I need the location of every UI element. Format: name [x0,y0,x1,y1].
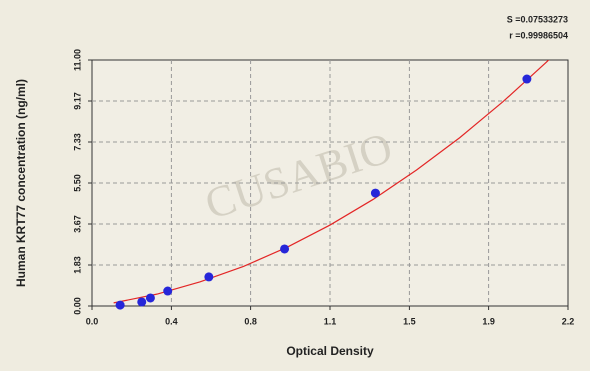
y-axis-title: Human KRT77 concentration (ng/ml) [14,79,28,287]
stat-r: r =0.99986504 [509,30,568,40]
y-tick-label: 1.83 [72,256,82,274]
data-point [163,286,173,296]
x-tick-label: 0.4 [165,316,178,326]
plot-clip [113,60,550,304]
data-point [137,297,147,307]
x-tick-label: 0.0 [86,316,99,326]
data-point [280,244,290,254]
x-axis-title: Optical Density [286,344,374,358]
y-tick-label: 0.00 [72,297,82,315]
data-point [145,293,155,303]
data-point [204,272,214,282]
y-tick-label: 11.00 [72,49,82,71]
x-tick-label: 1.5 [403,316,416,326]
y-tick-label: 3.67 [72,215,82,233]
data-point [115,300,125,310]
x-tick-label: 0.8 [244,316,257,326]
x-tick-label: 1.1 [324,316,337,326]
y-tick-label: 5.50 [72,174,82,192]
y-tick-label: 9.17 [72,92,82,110]
x-tick-label: 2.2 [562,316,575,326]
stat-s: S =0.07533273 [507,14,568,24]
data-point [522,74,532,84]
fit-curve [113,60,550,304]
data-point [370,188,380,198]
x-tick-label: 1.9 [482,316,495,326]
y-tick-label: 7.33 [72,133,82,151]
